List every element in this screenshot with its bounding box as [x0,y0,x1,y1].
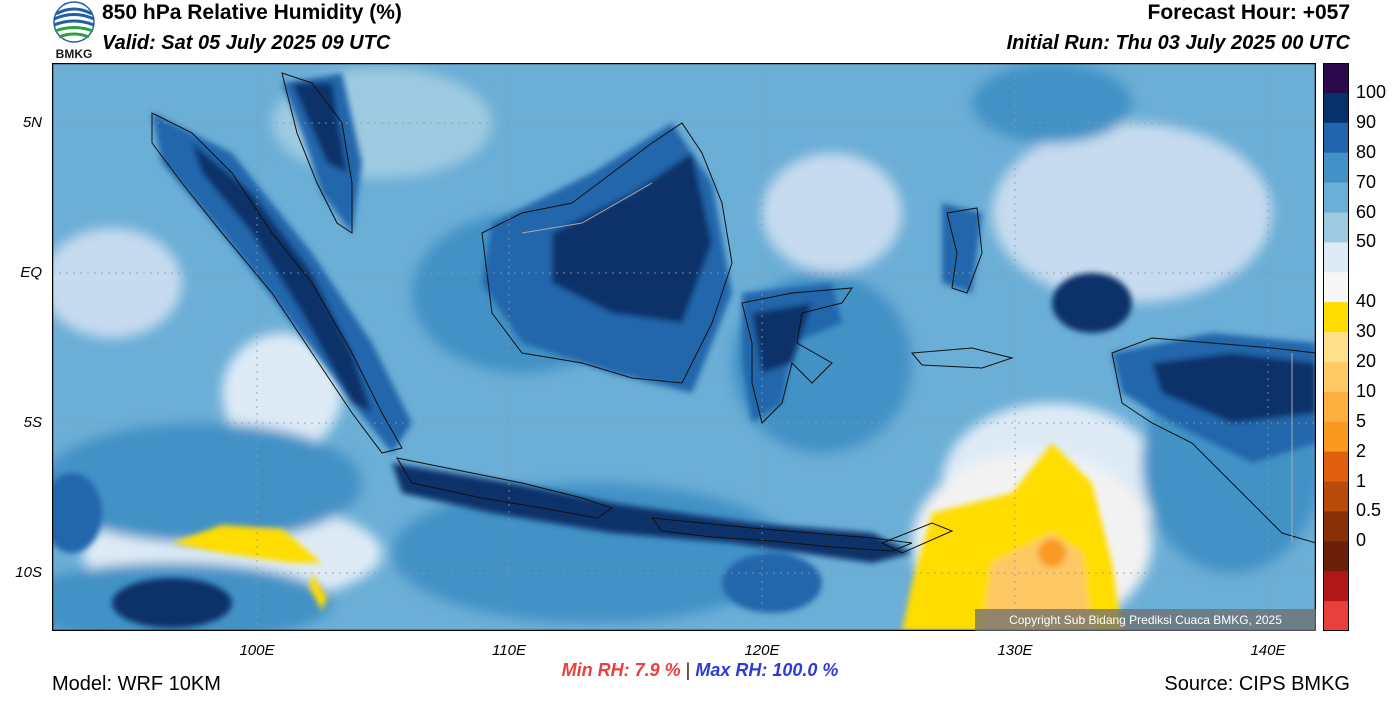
colorbar-swatch [1323,391,1349,423]
borneo-coast [481,122,733,384]
sulawesi-coast [741,287,853,424]
map-title: 850 hPa Relative Humidity (%) [102,1,402,24]
colorbar [1323,63,1349,631]
source-label: Source: CIPS BMKG [1164,673,1350,695]
initial-run: Initial Run: Thu 03 July 2025 00 UTC [1006,32,1350,54]
valid-time: Valid: Sat 05 July 2025 09 UTC [102,32,391,54]
colorbar-label: 90 [1356,111,1377,132]
colorbar-label: 5 [1356,410,1367,431]
max-rh: Max RH: 100.0 % [695,660,839,680]
colorbar-label: 70 [1356,171,1377,192]
colorbar-label: 0 [1356,530,1367,551]
colorbar-swatch [1323,212,1349,243]
lon-label-100e: 100E [239,642,275,659]
sumatra-coast [151,112,403,454]
colorbar-swatch [1323,361,1349,393]
colorbar-swatch [1323,302,1349,333]
colorbar-swatch [1323,63,1349,94]
colorbar-swatch [1323,182,1349,213]
colorbar-swatch [1323,541,1349,572]
colorbar-swatch [1323,511,1349,542]
lon-label-120e: 120E [744,642,780,659]
seram-coast [911,347,1014,369]
java-coast [395,457,614,519]
colorbar-label: 2 [1356,440,1367,461]
logo-text: BMKG [56,47,93,60]
colorbar-label: 50 [1356,231,1377,252]
halmahera-coast [946,207,983,294]
colorbar-label: 20 [1356,350,1377,371]
colorbar-label: 1 [1356,470,1367,491]
colorbar-swatch [1323,332,1349,363]
colorbar-swatch [1323,92,1349,124]
min-rh: Min RH: 7.9 % [561,660,681,680]
colorbar-label: 80 [1356,141,1377,162]
bmkg-logo-icon: BMKG [53,1,95,60]
model-label: Model: WRF 10KM [52,673,221,695]
colorbar-swatch [1323,481,1349,512]
colorbar-swatch [1323,571,1349,602]
stats-separator: | [685,660,691,680]
rh-stats: Min RH: 7.9 % | Max RH: 100.0 % [0,660,1400,681]
lon-label-140e: 140E [1250,642,1286,659]
colorbar-swatch [1323,152,1349,184]
lat-label-eq: EQ [20,264,42,281]
colorbar-label: 40 [1356,291,1377,312]
peninsula-coast [281,72,353,234]
colorbar-swatch [1323,242,1349,273]
lon-label-130e: 130E [997,642,1033,659]
humidity-map [52,63,1316,631]
colorbar-label: 60 [1356,201,1377,222]
timor-coast [880,522,954,554]
lon-label-110e: 110E [492,642,526,659]
lat-label-10s: 10S [15,564,42,581]
lesser-sunda-coast [650,517,913,552]
papua-coast [1111,337,1316,544]
forecast-hour: Forecast Hour: +057 [1147,1,1351,24]
colorbar-label: 30 [1356,321,1377,342]
colorbar-swatch [1323,122,1349,154]
colorbar-swatch [1323,421,1349,453]
colorbar-label: 0.5 [1356,500,1382,521]
lat-label-5n: 5N [22,114,42,131]
lat-label-5s: 5S [23,414,42,431]
copyright-label: Copyright Sub Bidang Prediksi Cuaca BMKG… [975,609,1316,631]
colorbar-swatch [1323,451,1349,483]
colorbar-swatch [1323,601,1349,631]
colorbar-label: 100 [1356,81,1387,102]
colorbar-swatch [1323,272,1349,303]
colorbar-label: 10 [1356,380,1377,401]
